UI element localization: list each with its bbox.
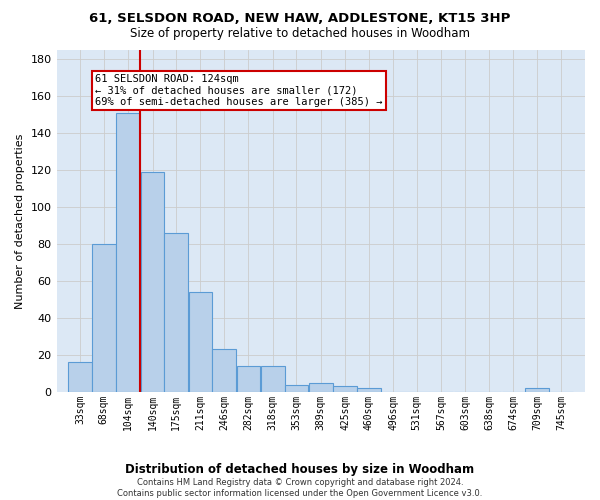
Bar xyxy=(357,388,380,392)
Bar xyxy=(284,384,308,392)
Bar xyxy=(261,366,284,392)
Text: Contains HM Land Registry data © Crown copyright and database right 2024.
Contai: Contains HM Land Registry data © Crown c… xyxy=(118,478,482,498)
Bar xyxy=(164,233,188,392)
Bar xyxy=(309,382,332,392)
Bar xyxy=(140,172,164,392)
Text: Size of property relative to detached houses in Woodham: Size of property relative to detached ho… xyxy=(130,28,470,40)
Text: Distribution of detached houses by size in Woodham: Distribution of detached houses by size … xyxy=(125,462,475,475)
Y-axis label: Number of detached properties: Number of detached properties xyxy=(15,134,25,308)
Text: 61 SELSDON ROAD: 124sqm
← 31% of detached houses are smaller (172)
69% of semi-d: 61 SELSDON ROAD: 124sqm ← 31% of detache… xyxy=(95,74,383,107)
Bar xyxy=(116,113,140,392)
Bar xyxy=(333,386,357,392)
Bar xyxy=(92,244,116,392)
Bar xyxy=(525,388,549,392)
Bar xyxy=(212,350,236,392)
Bar xyxy=(236,366,260,392)
Bar xyxy=(68,362,92,392)
Text: 61, SELSDON ROAD, NEW HAW, ADDLESTONE, KT15 3HP: 61, SELSDON ROAD, NEW HAW, ADDLESTONE, K… xyxy=(89,12,511,26)
Bar xyxy=(188,292,212,392)
